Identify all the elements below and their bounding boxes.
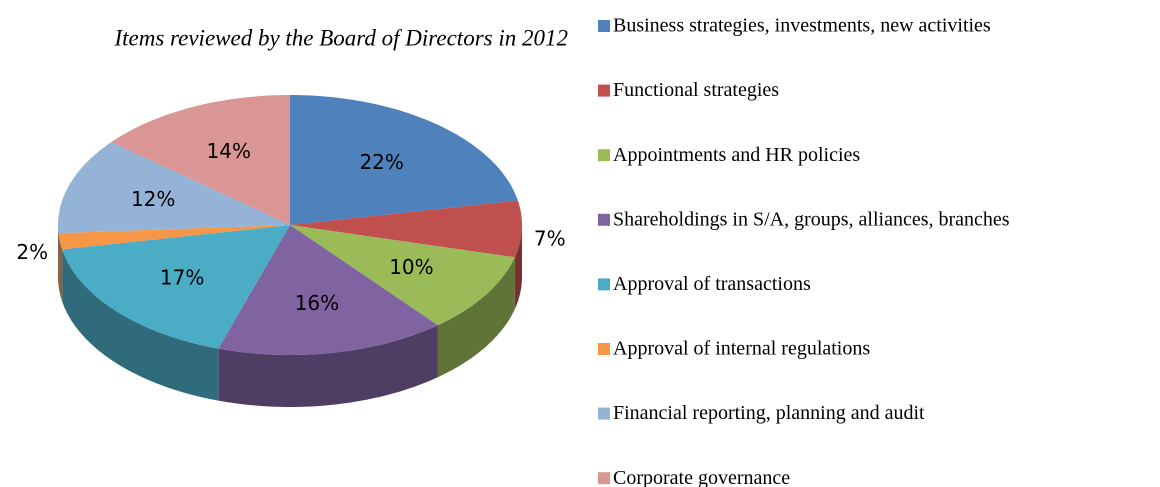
percent-sign: %	[29, 240, 48, 264]
legend-swatch	[598, 472, 610, 485]
percent-sign: %	[156, 187, 175, 211]
percent-sign: %	[415, 255, 434, 279]
legend-swatch	[598, 278, 610, 291]
value-label: 16%	[295, 291, 339, 315]
slice-side	[62, 249, 219, 401]
legend-label: Corporate governance	[613, 467, 790, 487]
percent-sign: %	[232, 139, 251, 163]
value-label: 14%	[207, 139, 251, 163]
slice	[218, 225, 438, 355]
percent-sign: %	[385, 149, 404, 173]
value-label: 22%	[359, 149, 403, 173]
slice-side	[58, 225, 59, 286]
slice-side	[218, 325, 438, 407]
value-label: 17%	[160, 265, 204, 289]
value-number: 16	[295, 291, 320, 315]
legend-label: Appointments and HR policies	[613, 144, 860, 166]
value-number: 7	[534, 226, 547, 250]
percent-sign: %	[547, 226, 566, 250]
percent-sign: %	[185, 265, 204, 289]
value-number: 17	[160, 265, 185, 289]
legend-swatch	[598, 213, 610, 226]
percent-sign: %	[320, 291, 339, 315]
slice	[58, 142, 290, 234]
slice-side	[58, 233, 63, 302]
value-number: 14	[207, 139, 232, 163]
slice-side	[437, 257, 515, 378]
slice	[62, 225, 290, 349]
legend-swatch	[598, 84, 610, 97]
pie	[58, 95, 522, 407]
legend-label: Approval of transactions	[613, 273, 811, 295]
value-label: 2%	[16, 240, 48, 264]
legend-label: Approval of internal regulations	[613, 338, 870, 360]
slice	[111, 95, 290, 225]
legend-label: Functional strategies	[613, 79, 779, 101]
legend-label: Financial reporting, planning and audit	[613, 402, 925, 424]
slice	[290, 95, 518, 225]
legend-label: Business strategies, investments, new ac…	[613, 15, 991, 37]
legend-swatch	[598, 407, 610, 420]
value-number: 22	[359, 149, 384, 173]
value-label: 12%	[131, 187, 175, 211]
slice	[58, 225, 290, 250]
slice	[290, 200, 522, 258]
value-number: 12	[131, 187, 156, 211]
legend-label: Shareholdings in S/A, groups, alliances,…	[613, 208, 1010, 230]
slice-side	[514, 225, 522, 310]
legend-swatch	[598, 149, 610, 162]
value-label: 10%	[389, 255, 433, 279]
value-number: 10	[389, 255, 414, 279]
value-label: 7%	[534, 226, 566, 250]
legend-swatch	[598, 343, 610, 355]
slice	[290, 225, 515, 326]
chart-title: Items reviewed by the Board of Directors…	[113, 25, 568, 50]
legend-swatch	[598, 20, 610, 32]
value-number: 2	[16, 240, 29, 264]
